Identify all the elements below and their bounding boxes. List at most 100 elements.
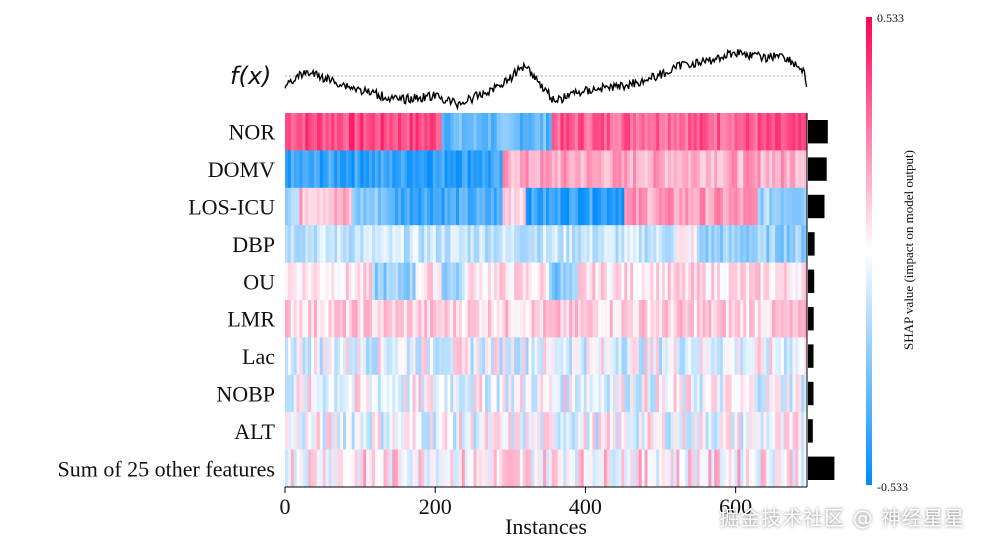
- heat-cell: [693, 412, 698, 450]
- heat-cell: [366, 150, 370, 189]
- heat-cell: [798, 374, 802, 413]
- heat-cell: [647, 113, 651, 151]
- heat-cell: [290, 374, 295, 413]
- heat-cell: [392, 300, 396, 338]
- heat-cell: [769, 412, 773, 450]
- heat-cell: [441, 300, 445, 338]
- heat-cell: [383, 300, 387, 338]
- heat-cell: [316, 449, 321, 488]
- heat-cell: [531, 374, 535, 413]
- heat-cell: [377, 374, 382, 413]
- heat-cell: [618, 113, 622, 151]
- heat-cell: [766, 262, 770, 301]
- heat-cell: [714, 300, 718, 338]
- heat-cell: [667, 225, 672, 263]
- heat-cell: [316, 300, 321, 338]
- heat-cell: [604, 187, 608, 226]
- colorbar-axis-label: SHAP value (impact on model output): [901, 150, 916, 350]
- heat-cell: [496, 337, 500, 376]
- heat-cell: [369, 150, 373, 189]
- heat-cell: [569, 225, 573, 263]
- heat-cell: [749, 150, 753, 189]
- heat-cell: [554, 374, 558, 413]
- heat-cell: [606, 412, 611, 450]
- heat-cell: [479, 262, 483, 301]
- heat-cell: [766, 449, 770, 488]
- heat-cell: [801, 150, 805, 189]
- heat-cell: [795, 412, 799, 450]
- heat-cell: [647, 187, 651, 226]
- heat-cell: [566, 187, 570, 226]
- heat-cell: [354, 449, 358, 488]
- heat-cell: [525, 262, 529, 301]
- heat-cell: [343, 262, 347, 301]
- heat-cell: [722, 300, 727, 338]
- heat-cell: [328, 225, 332, 263]
- heat-cell: [319, 113, 324, 151]
- heat-cell: [577, 113, 582, 151]
- heat-cell: [366, 449, 370, 488]
- heat-cell: [476, 113, 480, 151]
- heat-cell: [427, 113, 431, 151]
- heat-cell: [798, 412, 802, 450]
- heat-cell: [461, 412, 466, 450]
- heat-cell: [554, 262, 558, 301]
- heat-cell: [386, 225, 390, 263]
- heat-cell: [467, 150, 471, 189]
- heat-cell: [778, 449, 782, 488]
- heat-cell: [670, 113, 674, 151]
- heat-cell: [334, 337, 338, 376]
- heat-cell: [746, 412, 750, 450]
- heat-cell: [801, 187, 805, 226]
- heat-cell: [372, 225, 376, 263]
- heat-cell: [546, 187, 550, 226]
- heat-cell: [656, 150, 660, 189]
- heat-cell: [543, 300, 547, 338]
- heat-cell: [540, 225, 544, 263]
- heat-cell: [427, 374, 431, 413]
- heat-cell: [531, 337, 535, 376]
- heat-cell: [453, 300, 457, 338]
- heat-cell: [435, 412, 440, 450]
- heat-cell: [598, 262, 602, 301]
- heat-cell: [644, 262, 648, 301]
- heat-cell: [467, 449, 471, 488]
- heat-cell: [499, 449, 503, 488]
- heat-cell: [441, 187, 445, 226]
- heat-cell: [293, 150, 297, 189]
- heat-cell: [473, 374, 477, 413]
- heat-cell: [531, 412, 535, 450]
- heat-cell: [432, 262, 437, 301]
- heat-cell: [644, 412, 648, 450]
- heat-cell: [775, 262, 779, 301]
- heat-cell: [296, 412, 300, 450]
- heat-cell: [418, 449, 422, 488]
- heat-cell: [493, 412, 498, 450]
- heat-cell: [331, 449, 335, 488]
- heat-cell: [470, 262, 474, 301]
- heat-cell: [508, 374, 512, 413]
- heat-cell: [476, 337, 480, 376]
- heat-cell: [456, 412, 460, 450]
- heat-cell: [592, 113, 596, 151]
- heat-cell: [783, 412, 788, 450]
- heat-cell: [340, 449, 344, 488]
- heat-cell: [711, 150, 715, 189]
- heat-cell: [598, 300, 602, 338]
- heat-cell: [490, 187, 495, 226]
- heat-cell: [566, 300, 570, 338]
- heat-cell: [572, 113, 576, 151]
- heat-cell: [389, 225, 393, 263]
- heat-cell: [772, 337, 776, 376]
- heat-cell: [444, 374, 448, 413]
- heat-cell: [473, 225, 477, 263]
- heat-cell: [653, 113, 657, 151]
- heat-cell: [737, 225, 741, 263]
- heat-cell: [728, 225, 732, 263]
- heat-cell: [725, 337, 730, 376]
- heat-cell: [345, 262, 350, 301]
- heat-cell: [476, 449, 480, 488]
- heat-cell: [389, 412, 393, 450]
- heat-cell: [427, 337, 431, 376]
- heat-cell: [760, 337, 764, 376]
